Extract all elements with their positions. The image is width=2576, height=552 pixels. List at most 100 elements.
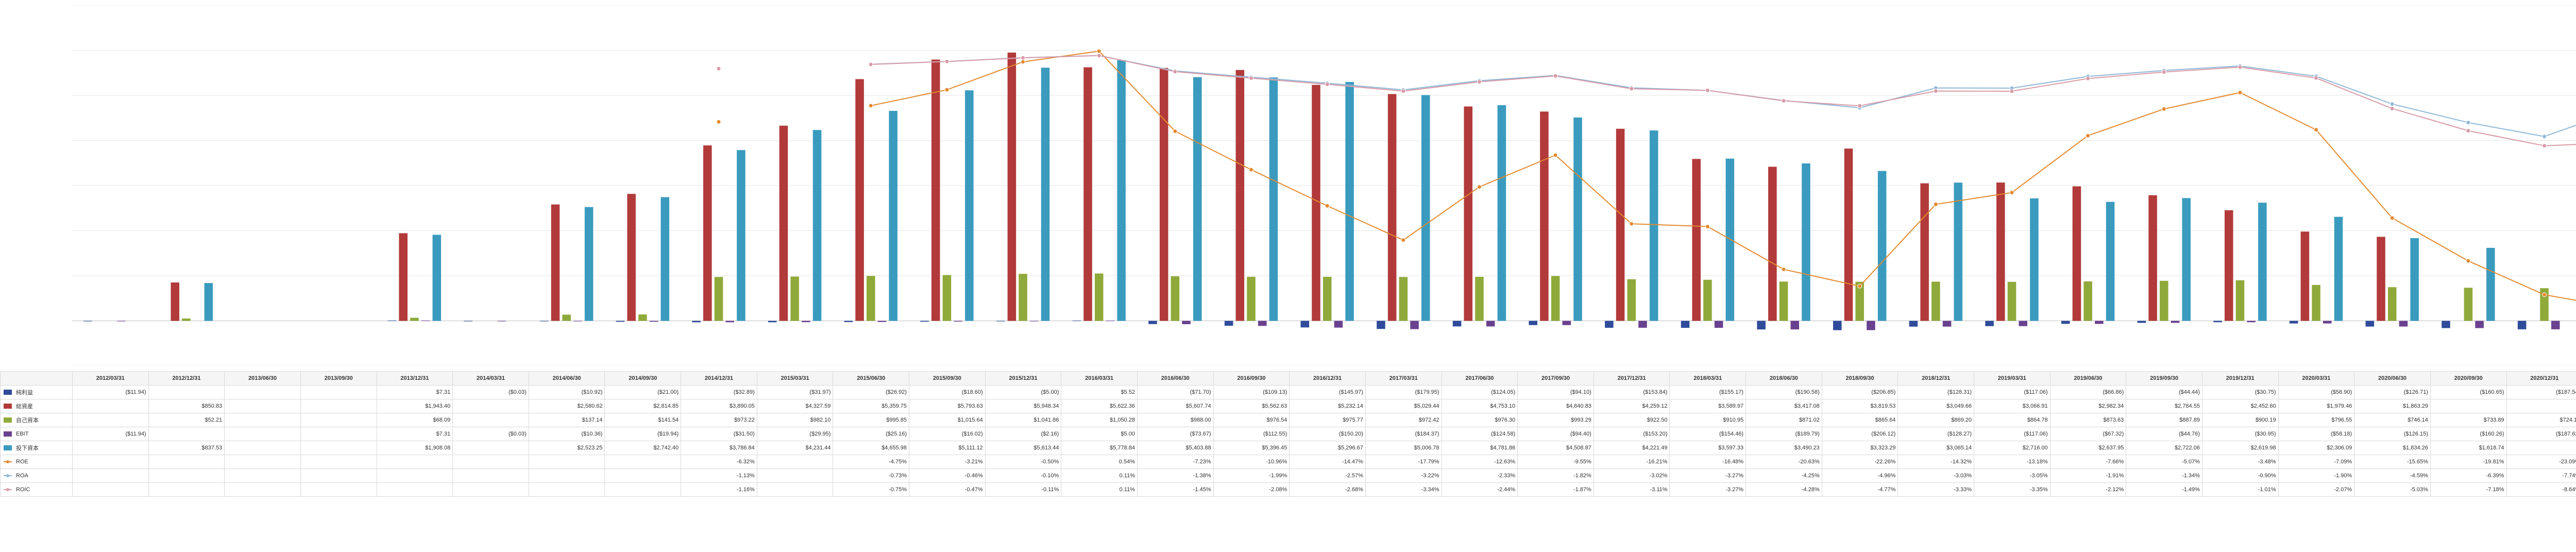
marker-roa [2543,135,2547,139]
table-cell: 0.11% [1061,483,1138,497]
table-header-cell: 2014/06/30 [529,372,605,386]
bar-net_income [1605,321,1614,328]
table-cell: -10.96% [1213,455,1290,469]
table-cell: ($21.00) [605,386,681,399]
table-cell: -7.18% [2430,483,2506,497]
bar-invested_cap [1650,130,1658,321]
table-cell [148,386,225,399]
table-cell: -3.35% [1974,483,2050,497]
table-cell: $4,655.98 [833,441,909,455]
table-cell: $850.83 [148,399,225,413]
table-cell: -3.27% [1670,469,1746,483]
marker-roic [2314,76,2318,80]
bar-net_income [1757,321,1766,330]
bar-total_assets [1312,85,1320,321]
bar-total_assets [703,145,712,321]
table-cell: ($128.27) [1898,427,1974,441]
table-cell: ($153.84) [1594,386,1670,399]
table-cell: $3,819.53 [1822,399,1898,413]
table-cell: -1.16% [681,483,757,497]
bar-ebit [1030,321,1039,322]
bar-ebit [954,321,962,322]
table-header-cell: 2019/12/31 [2202,372,2278,386]
table-cell [225,455,301,469]
bar-equity [2236,280,2245,321]
table-cell [300,413,377,427]
marker-roic [2238,65,2242,69]
table-cell: $3,890.05 [681,399,757,413]
table-cell [605,469,681,483]
table-header-cell: 2019/09/30 [2126,372,2202,386]
bar-net_income [464,321,472,322]
table-cell: $1,041.86 [985,413,1061,427]
marker-roe [1021,60,1025,64]
table-cell: -7.66% [2050,455,2126,469]
bar-ebit [2475,321,2484,328]
line-roa [871,56,2576,137]
table-cell: $5,006.78 [1365,441,1442,455]
table-cell: ($31.97) [757,386,833,399]
table-cell [148,455,225,469]
table-header-cell: 2016/09/30 [1213,372,1290,386]
table-cell: ($0.03) [453,386,529,399]
bar-ebit [1790,321,1799,330]
table-cell: ($117.06) [1974,386,2050,399]
bar-net_income [1909,321,1918,327]
table-cell: -0.10% [985,469,1061,483]
table-cell [529,483,605,497]
marker-roe [2086,133,2090,138]
bar-net_income [1681,321,1690,328]
bar-ebit [1334,321,1343,328]
table-cell: $976.54 [1213,413,1290,427]
table-cell: -0.47% [909,483,986,497]
table-cell [300,441,377,455]
bar-net_income [2442,321,2450,328]
bar-net_income [996,321,1005,322]
table-cell [377,469,453,483]
bar-ebit [1943,321,1952,327]
table-header-cell: 2020/06/30 [2354,372,2431,386]
table-cell: -2.57% [1290,469,1366,483]
marker-roic [1401,89,1405,93]
row-label-text: ROA [16,473,28,479]
bar-invested_cap [2258,203,2267,321]
table-cell: $4,781.86 [1442,441,1518,455]
bar-total_assets [551,205,560,321]
table-cell: $5.52 [1061,386,1138,399]
row-label-roa: ROA [1,469,73,483]
marker-roic [1325,82,1329,87]
data-table: 2012/03/312012/12/312013/06/302013/09/30… [0,371,2576,497]
bar-total_assets [2377,237,2385,321]
table-cell [73,441,149,455]
row-label-roe: ROE [1,455,73,469]
table-cell: ($160.65) [2430,386,2506,399]
table-cell: $871.02 [1746,413,1822,427]
bar-net_income [83,321,92,322]
table-cell: $1,863.29 [2354,399,2431,413]
table-cell [73,399,149,413]
bar-invested_cap [737,150,745,321]
marker-roe [2466,259,2470,263]
table-cell: -13.18% [1974,455,2050,469]
table-cell: $3,589.97 [1670,399,1746,413]
bar-equity [410,318,419,321]
bar-ebit [1486,321,1495,327]
bar-equity [638,314,647,321]
bar-total_assets [1616,129,1625,321]
table-cell [377,483,453,497]
bar-invested_cap [2030,198,2039,321]
bar-net_income [1225,321,1233,326]
table-header-cell: 2019/06/30 [2050,372,2126,386]
table-cell: $5,607.74 [1137,399,1213,413]
table-cell [453,441,529,455]
marker-roe [1934,202,1938,206]
bar-equity [2160,281,2168,321]
table-cell: -1.87% [1518,483,1594,497]
bar-net_income [616,321,625,322]
table-cell: $4,259.12 [1594,399,1670,413]
table-cell: $3,323.29 [1822,441,1898,455]
table-cell: -19.81% [2430,455,2506,469]
table-cell: -4.59% [2354,469,2431,483]
table-header-cell: 2017/03/31 [1365,372,1442,386]
table-cell: ($73.67) [1137,427,1213,441]
